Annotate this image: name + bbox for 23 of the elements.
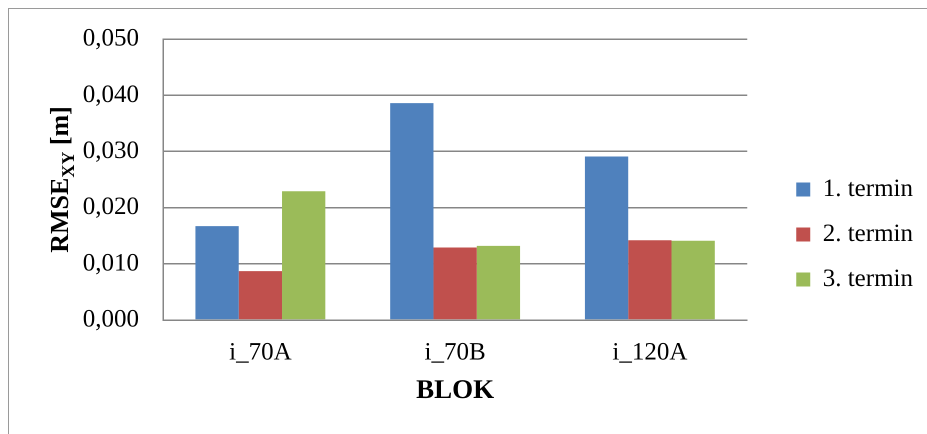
y-tick-label: 0,000 (82, 306, 139, 333)
bar (476, 246, 520, 320)
bar (195, 226, 239, 320)
y-tick-label: 0,040 (82, 80, 139, 108)
x-axis-title: BLOK (416, 374, 494, 404)
y-tick-label: 0,030 (82, 136, 139, 164)
bar (433, 248, 477, 320)
legend-label: 3. termin (822, 265, 914, 292)
y-tick-label: 0,010 (82, 249, 139, 276)
y-tick-label: 0,020 (82, 193, 139, 220)
legend-label: 1. termin (822, 175, 914, 202)
bar (390, 103, 434, 320)
legend-label: 2. termin (822, 220, 914, 248)
bar (238, 271, 282, 320)
x-tick-label: i_70B (424, 338, 486, 366)
x-tick-label: i_70A (229, 338, 292, 366)
x-tick-label: i_120A (612, 338, 688, 366)
y-axis-title: RMSEXY [m] (45, 106, 78, 253)
bar (584, 156, 628, 320)
bar (672, 240, 715, 320)
bar (628, 240, 672, 320)
y-tick-label: 0,050 (82, 24, 139, 52)
bar (282, 191, 326, 320)
